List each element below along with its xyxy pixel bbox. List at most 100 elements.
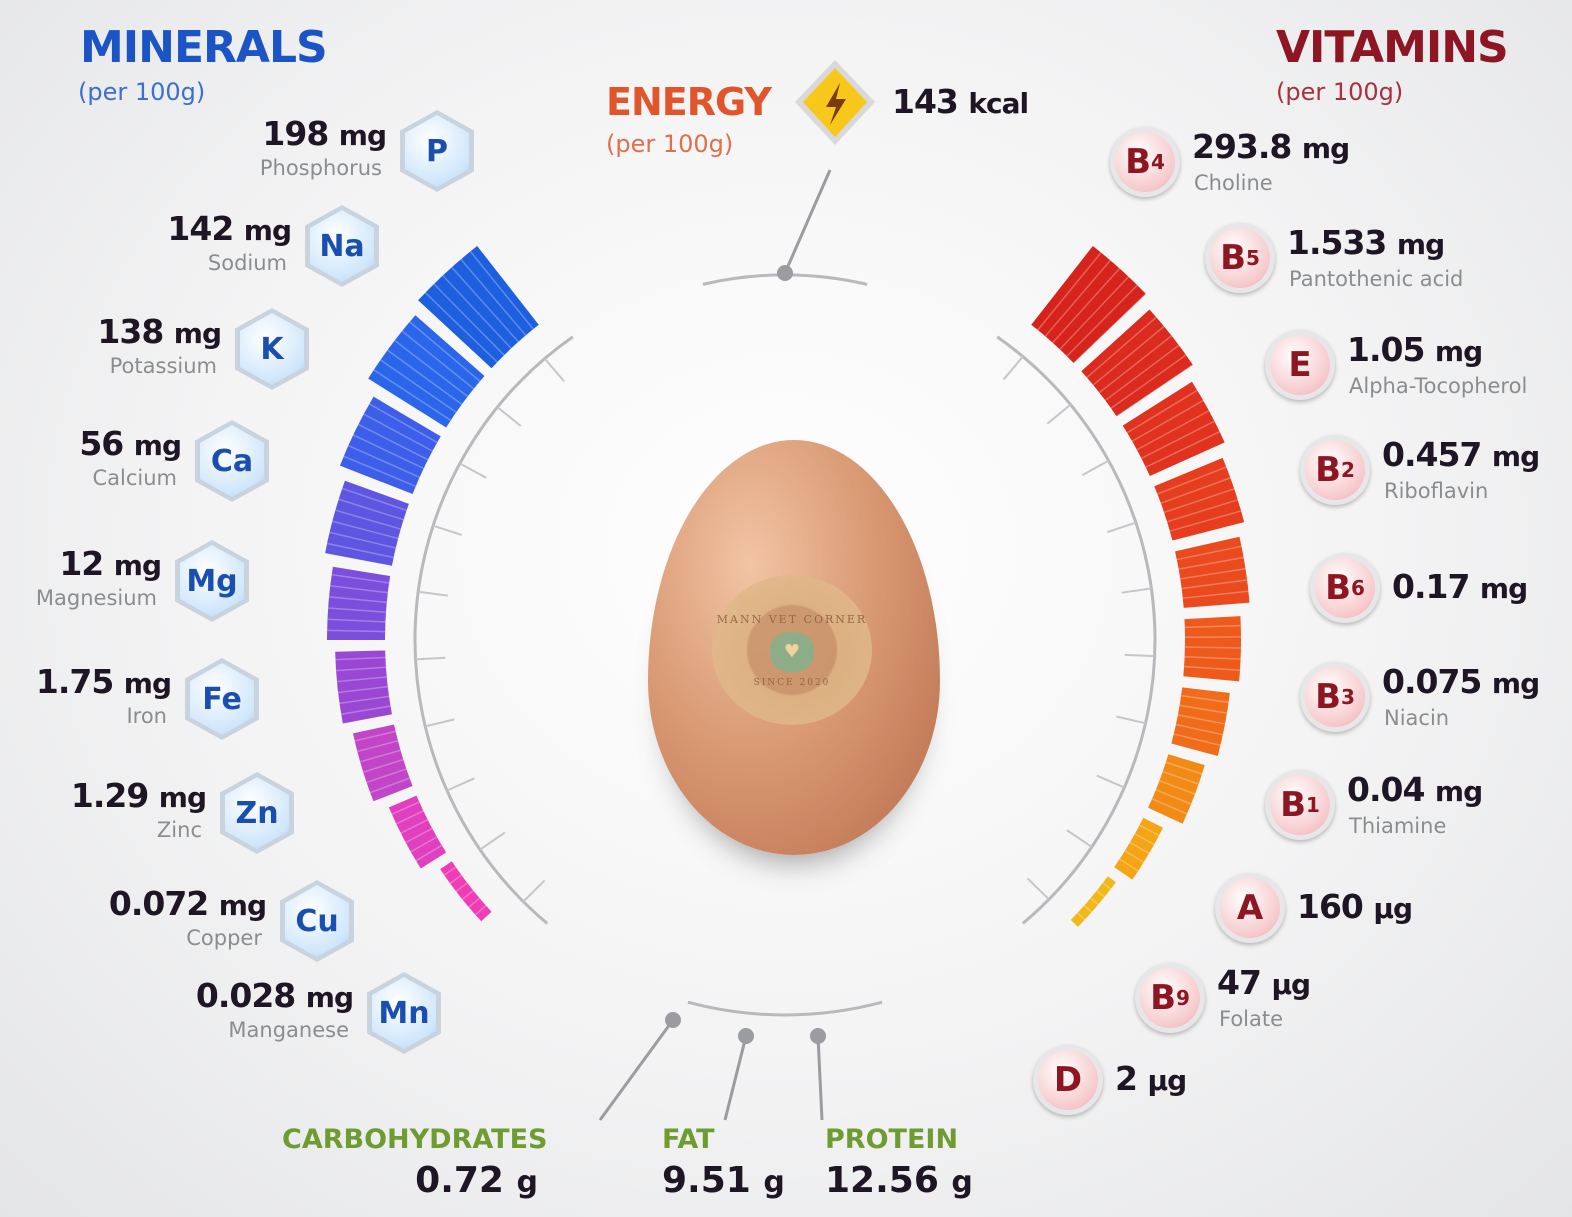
value-number: 0.028 [195,976,296,1015]
segment-stripe [1092,325,1165,386]
mineral-value: 12 mg [59,544,162,583]
segment-stripe [391,801,420,815]
segment-stripe [1184,656,1241,660]
vitamin-letter: D [1053,1060,1083,1100]
value-number: 56 [79,424,124,463]
segment-stripe [354,730,396,742]
tick [1066,829,1093,848]
segment-stripe [1131,399,1204,442]
mineral-value: 1.29 mg [71,776,207,815]
tick [1107,521,1137,534]
segment-stripe [335,666,386,672]
segment-stripe [363,758,404,773]
vitamin-name: Folate [1219,1007,1284,1031]
segment-stripe [401,330,475,390]
segment-stripe [1181,579,1248,590]
value-unit: mg [1491,440,1540,473]
segment-stripe [1178,556,1244,570]
segment-stripe [1145,431,1221,468]
value-number: 1.75 [35,662,114,701]
tick [1116,715,1146,725]
vitamin-value: 2 µg [1115,1059,1187,1098]
macro-dot [738,1028,754,1044]
segment-stripe [1136,410,1210,451]
segment-stripe [1083,905,1093,913]
vitamin-bar [1031,245,1146,364]
vitamin-value: 1.05 mg [1347,330,1483,369]
mineral-name: Magnesium [35,586,157,610]
segment-stripe [1180,567,1246,580]
segment-stripe [343,455,417,487]
value-unit: mg [1301,132,1350,165]
segment-stripe [461,890,474,900]
segment-stripe [352,434,424,470]
vitamin-value: 293.8 mg [1192,127,1350,166]
tick [415,656,446,661]
segment-stripe [395,810,424,825]
segment-stripe [327,629,386,633]
segment-stripe [1052,267,1121,344]
vitamin-value: 1.533 mg [1287,223,1445,262]
mineral-name: Sodium [207,251,287,275]
vitamin-value: 160 µg [1297,887,1413,926]
mineral-bar [388,795,447,869]
segment-stripe [337,685,388,694]
segment-stripe [1059,276,1130,350]
mineral-symbol: Mg [180,545,244,617]
value-number: 12 [59,544,104,583]
watermark-logo: MANN VET CORNER ♥ SINCE 2020 [712,575,872,725]
vitamin-letter: B [1315,450,1341,490]
vitamin-bar [1114,817,1163,880]
mineral-hex-fe: Fe [185,658,259,740]
value-unit: mg [1479,572,1528,605]
segment-stripe [339,695,390,705]
segment-stripe [1173,733,1221,747]
segment-stripe [335,509,401,530]
vitamin-name: Alpha-Tocopherol [1349,374,1528,398]
segment-stripe [460,258,527,336]
segment-stripe [394,339,469,398]
segment-stripe [369,403,438,444]
value-number: 1.05 [1347,330,1425,369]
segment-stripe [1157,466,1227,495]
mineral-hex-zn: Zn [220,772,294,854]
segment-stripe [405,827,433,844]
segment-stripe [1182,590,1249,599]
segment-stripe [327,618,386,623]
macro-label-fat: FAT [662,1124,715,1155]
segment-stripe [1177,714,1226,725]
segment-stripe [380,359,457,413]
segment-stripe [341,705,391,716]
minerals-subtitle: (per 100g) [78,78,206,106]
segment-stripe [468,897,480,908]
inner-arc-left [413,335,574,925]
segment-stripe [358,423,429,461]
vitamin-letter: B [1150,978,1176,1018]
vitamin-badge-d: D [1033,1045,1103,1115]
segment-stripe [1160,477,1231,504]
vitamins-title: VITAMINS [1276,22,1509,73]
segment-stripe [474,905,487,916]
tick [1124,653,1155,658]
segment-stripe [332,520,399,540]
value-unit: mg [1434,775,1483,808]
mineral-name: Zinc [156,818,202,842]
segment-stripe [1102,882,1112,890]
value-unit: mg [1396,228,1445,261]
segment-stripe [1086,316,1157,379]
energy-unit: kcal [968,87,1029,120]
segment-stripe [363,413,433,452]
segment-stripe [369,777,410,794]
value-unit: µg [1373,892,1413,925]
vitamin-subscript: 3 [1341,685,1355,709]
segment-stripe [1037,252,1102,331]
segment-stripe [1155,789,1192,805]
segment-stripe [443,866,457,876]
segment-stripe [1176,545,1242,561]
